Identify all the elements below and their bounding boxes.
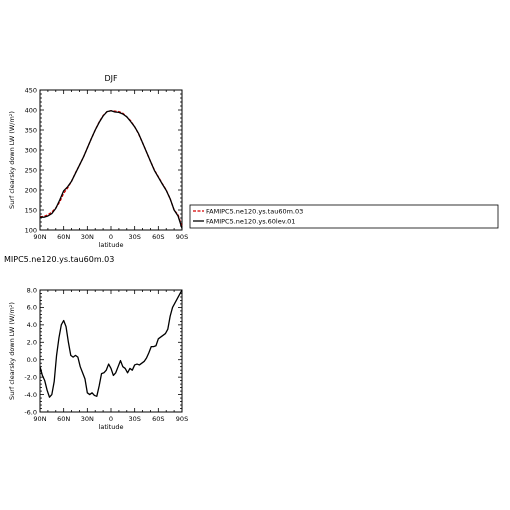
bottom-x-tick-label: 0 [109, 415, 113, 423]
top-series-line-1 [39, 110, 183, 228]
top-y-tick-label: 250 [25, 166, 37, 174]
top-x-tick-label: 30N [81, 233, 94, 241]
top-x-tick-label: 60N [57, 233, 70, 241]
bottom-y-tick-label: 6.0 [27, 304, 37, 312]
bottom-x-tick-label: 90S [176, 415, 188, 423]
bottom-y-tick-label: -6.0 [24, 408, 37, 416]
bottom-x-tick-label: 90N [33, 415, 46, 423]
top-y-tick-label: 300 [25, 146, 37, 154]
top-x-tick-label: 30S [128, 233, 140, 241]
legend-entry-2: FAMIPC5.ne120.ys.60lev.01 [206, 217, 295, 225]
bottom-x-axis-label: latitude [99, 423, 124, 431]
bottom-x-tick-label: 30N [81, 415, 94, 423]
bottom-y-tick-label: -2.0 [24, 373, 37, 381]
bottom-plot-frame [39, 289, 183, 413]
bottom-x-tick-label: 60N [57, 415, 70, 423]
bottom-y-tick-label: 8.0 [27, 286, 37, 294]
top-y-tick-label: 150 [25, 206, 37, 214]
legend-entry-1: FAMIPC5.ne120.ys.tau60m.03 [206, 207, 303, 215]
top-x-axis-label: latitude [99, 241, 124, 249]
bottom-y-tick-label: 2.0 [27, 339, 37, 347]
bottom-chart-title: MIPC5.ne120.ys.tau60m.03 [4, 255, 114, 264]
bottom-x-tick-label: 30S [128, 415, 140, 423]
bottom-y-tick-label: 4.0 [27, 321, 37, 329]
top-y-tick-label: 400 [25, 106, 37, 114]
top-x-tick-label: 60S [152, 233, 164, 241]
top-y-axis-label: Surf clearsky down LW (W/m²) [8, 111, 16, 209]
top-series-line-2 [40, 110, 183, 229]
bottom-panel: MIPC5.ne120.ys.tau60m.03 90N 60N 30N 0 30S 60S… [4, 255, 188, 431]
top-x-tick-label: 90N [33, 233, 46, 241]
bottom-y-tick-label: -4.0 [24, 391, 37, 399]
top-chart-title: DJF [104, 74, 118, 83]
bottom-x-tick-label: 60S [152, 415, 164, 423]
top-y-tick-label: 450 [25, 86, 37, 94]
legend: FAMIPC5.ne120.ys.tau60m.03 FAMIPC5.ne120.… [189, 204, 499, 229]
legend-box [189, 204, 499, 229]
top-y-tick-label: 350 [25, 126, 37, 134]
bottom-y-tick-label: 0.0 [27, 356, 37, 364]
bottom-y-axis-label: Surf clearsky down LW (W/m²) [8, 302, 16, 400]
top-y-tick-label: 100 [25, 226, 37, 234]
top-x-tick-label: 90S [176, 233, 188, 241]
top-panel: DJF 90N 60N 30N 0 30S 60S 90S 100 150 200 250 300 350… [8, 74, 188, 249]
top-y-tick-label: 200 [25, 186, 37, 194]
top-x-tick-label: 0 [109, 233, 113, 241]
bottom-series-line-1 [39, 289, 183, 398]
